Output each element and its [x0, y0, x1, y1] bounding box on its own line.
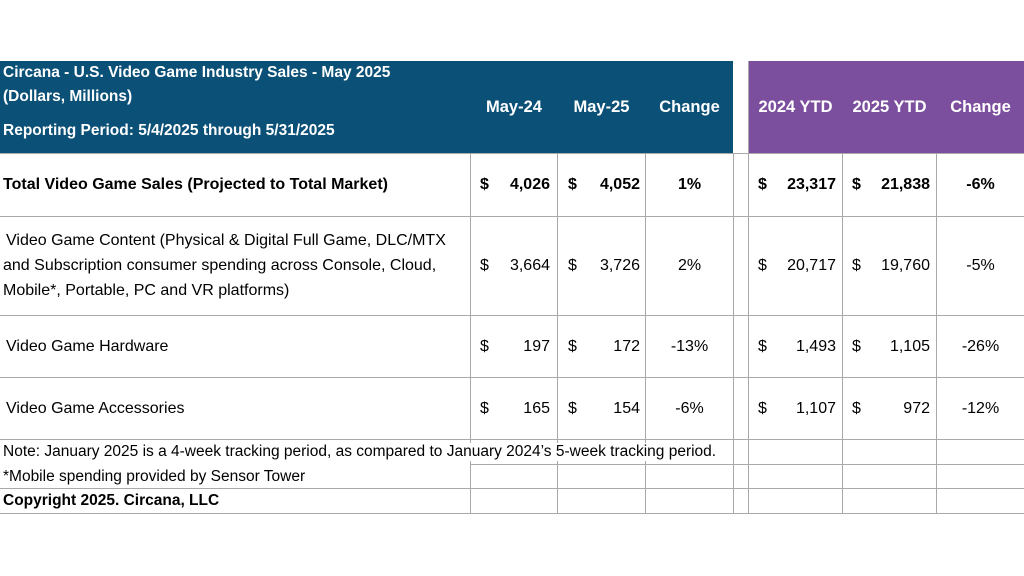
grid-line — [936, 153, 937, 513]
value-may24: 197 — [523, 338, 550, 355]
dollar-sign: $ — [852, 338, 861, 355]
grid-line — [0, 439, 1024, 440]
dollar-sign: $ — [568, 400, 577, 417]
value-may25: 4,052 — [599, 176, 640, 193]
header-ytd: 2024 YTD 2025 YTD Change — [749, 61, 1024, 153]
dollar-sign: $ — [758, 257, 767, 274]
dollar-sign: $ — [568, 338, 577, 355]
col-header-may24: May-24 — [486, 97, 542, 116]
value-may25: 154 — [613, 400, 640, 417]
grid-line — [0, 216, 1024, 217]
value-may25: 172 — [613, 338, 640, 355]
grid-line — [0, 377, 1024, 378]
dollar-sign: $ — [758, 338, 767, 355]
col-header-may25: May-25 — [573, 97, 630, 116]
row-label-line: Mobile*, Portable, PC and VR platforms) — [3, 282, 290, 299]
value-ytd-change: -6% — [966, 176, 995, 193]
row-label-content: Video Game Content (Physical & Digital F… — [3, 228, 446, 303]
value-may24: 165 — [523, 400, 550, 417]
value-ytd25: 21,838 — [881, 176, 930, 193]
col-header-change: Change — [659, 97, 720, 116]
footnote-mobile: *Mobile spending provided by Sensor Towe… — [3, 468, 306, 485]
grid-line — [645, 153, 646, 513]
dollar-sign: $ — [480, 400, 489, 417]
dollar-sign: $ — [480, 257, 489, 274]
value-ytd24: 1,493 — [795, 338, 836, 355]
col-header-ytd-change: Change — [950, 97, 1011, 116]
value-ytd25: 19,760 — [881, 257, 930, 274]
row-label-hardware: Video Game Hardware — [6, 338, 169, 355]
header-monthly: Circana - U.S. Video Game Industry Sales… — [0, 61, 733, 153]
value-ytd24: 23,317 — [787, 176, 836, 193]
value-ytd24: 20,717 — [787, 257, 836, 274]
grid-line — [0, 488, 1024, 489]
dollar-sign: $ — [852, 400, 861, 417]
copyright: Copyright 2025. Circana, LLC — [3, 492, 220, 509]
grid-line — [0, 315, 1024, 316]
grid-line — [733, 153, 734, 513]
value-ytd24: 1,107 — [795, 400, 836, 417]
value-change: -13% — [670, 338, 709, 355]
dollar-sign: $ — [852, 257, 861, 274]
value-change: -6% — [675, 400, 704, 417]
row-label-line: and Subscription consumer spending acros… — [3, 257, 437, 274]
value-may24: 4,026 — [509, 176, 550, 193]
grid-line — [0, 153, 1024, 154]
grid-line — [0, 513, 1024, 514]
grid-line — [557, 153, 558, 513]
row-label-line: Video Game Content (Physical & Digital F… — [6, 232, 446, 249]
col-header-ytd25: 2025 YTD — [852, 97, 927, 116]
value-change: 2% — [677, 257, 702, 274]
dollar-sign: $ — [480, 176, 489, 193]
grid-line — [748, 61, 749, 513]
dollar-sign: $ — [758, 400, 767, 417]
dollar-sign: $ — [852, 176, 861, 193]
dollar-sign: $ — [758, 176, 767, 193]
reporting-period: Reporting Period: 5/4/2025 through 5/31/… — [3, 122, 335, 139]
value-ytd-change: -5% — [966, 257, 995, 274]
dollar-sign: $ — [480, 338, 489, 355]
dollar-sign: $ — [568, 176, 577, 193]
col-header-ytd24: 2024 YTD — [758, 97, 833, 116]
value-change: 1% — [677, 176, 702, 193]
value-may25: 3,726 — [599, 257, 640, 274]
grid-line — [470, 464, 1024, 465]
table-title: Circana - U.S. Video Game Industry Sales… — [3, 64, 391, 81]
grid-line — [470, 153, 471, 513]
footnote-tracking: Note: January 2025 is a 4-week tracking … — [3, 443, 721, 461]
grid-line — [842, 153, 843, 513]
value-ytd25: 972 — [903, 400, 930, 417]
dollar-sign: $ — [568, 257, 577, 274]
value-ytd-change: -26% — [961, 338, 1000, 355]
value-may24: 3,664 — [509, 257, 550, 274]
table-units: (Dollars, Millions) — [3, 88, 133, 105]
value-ytd-change: -12% — [961, 400, 1000, 417]
row-label-total: Total Video Game Sales (Projected to Tot… — [3, 176, 388, 193]
value-ytd25: 1,105 — [889, 338, 930, 355]
row-label-accessories: Video Game Accessories — [6, 400, 185, 417]
